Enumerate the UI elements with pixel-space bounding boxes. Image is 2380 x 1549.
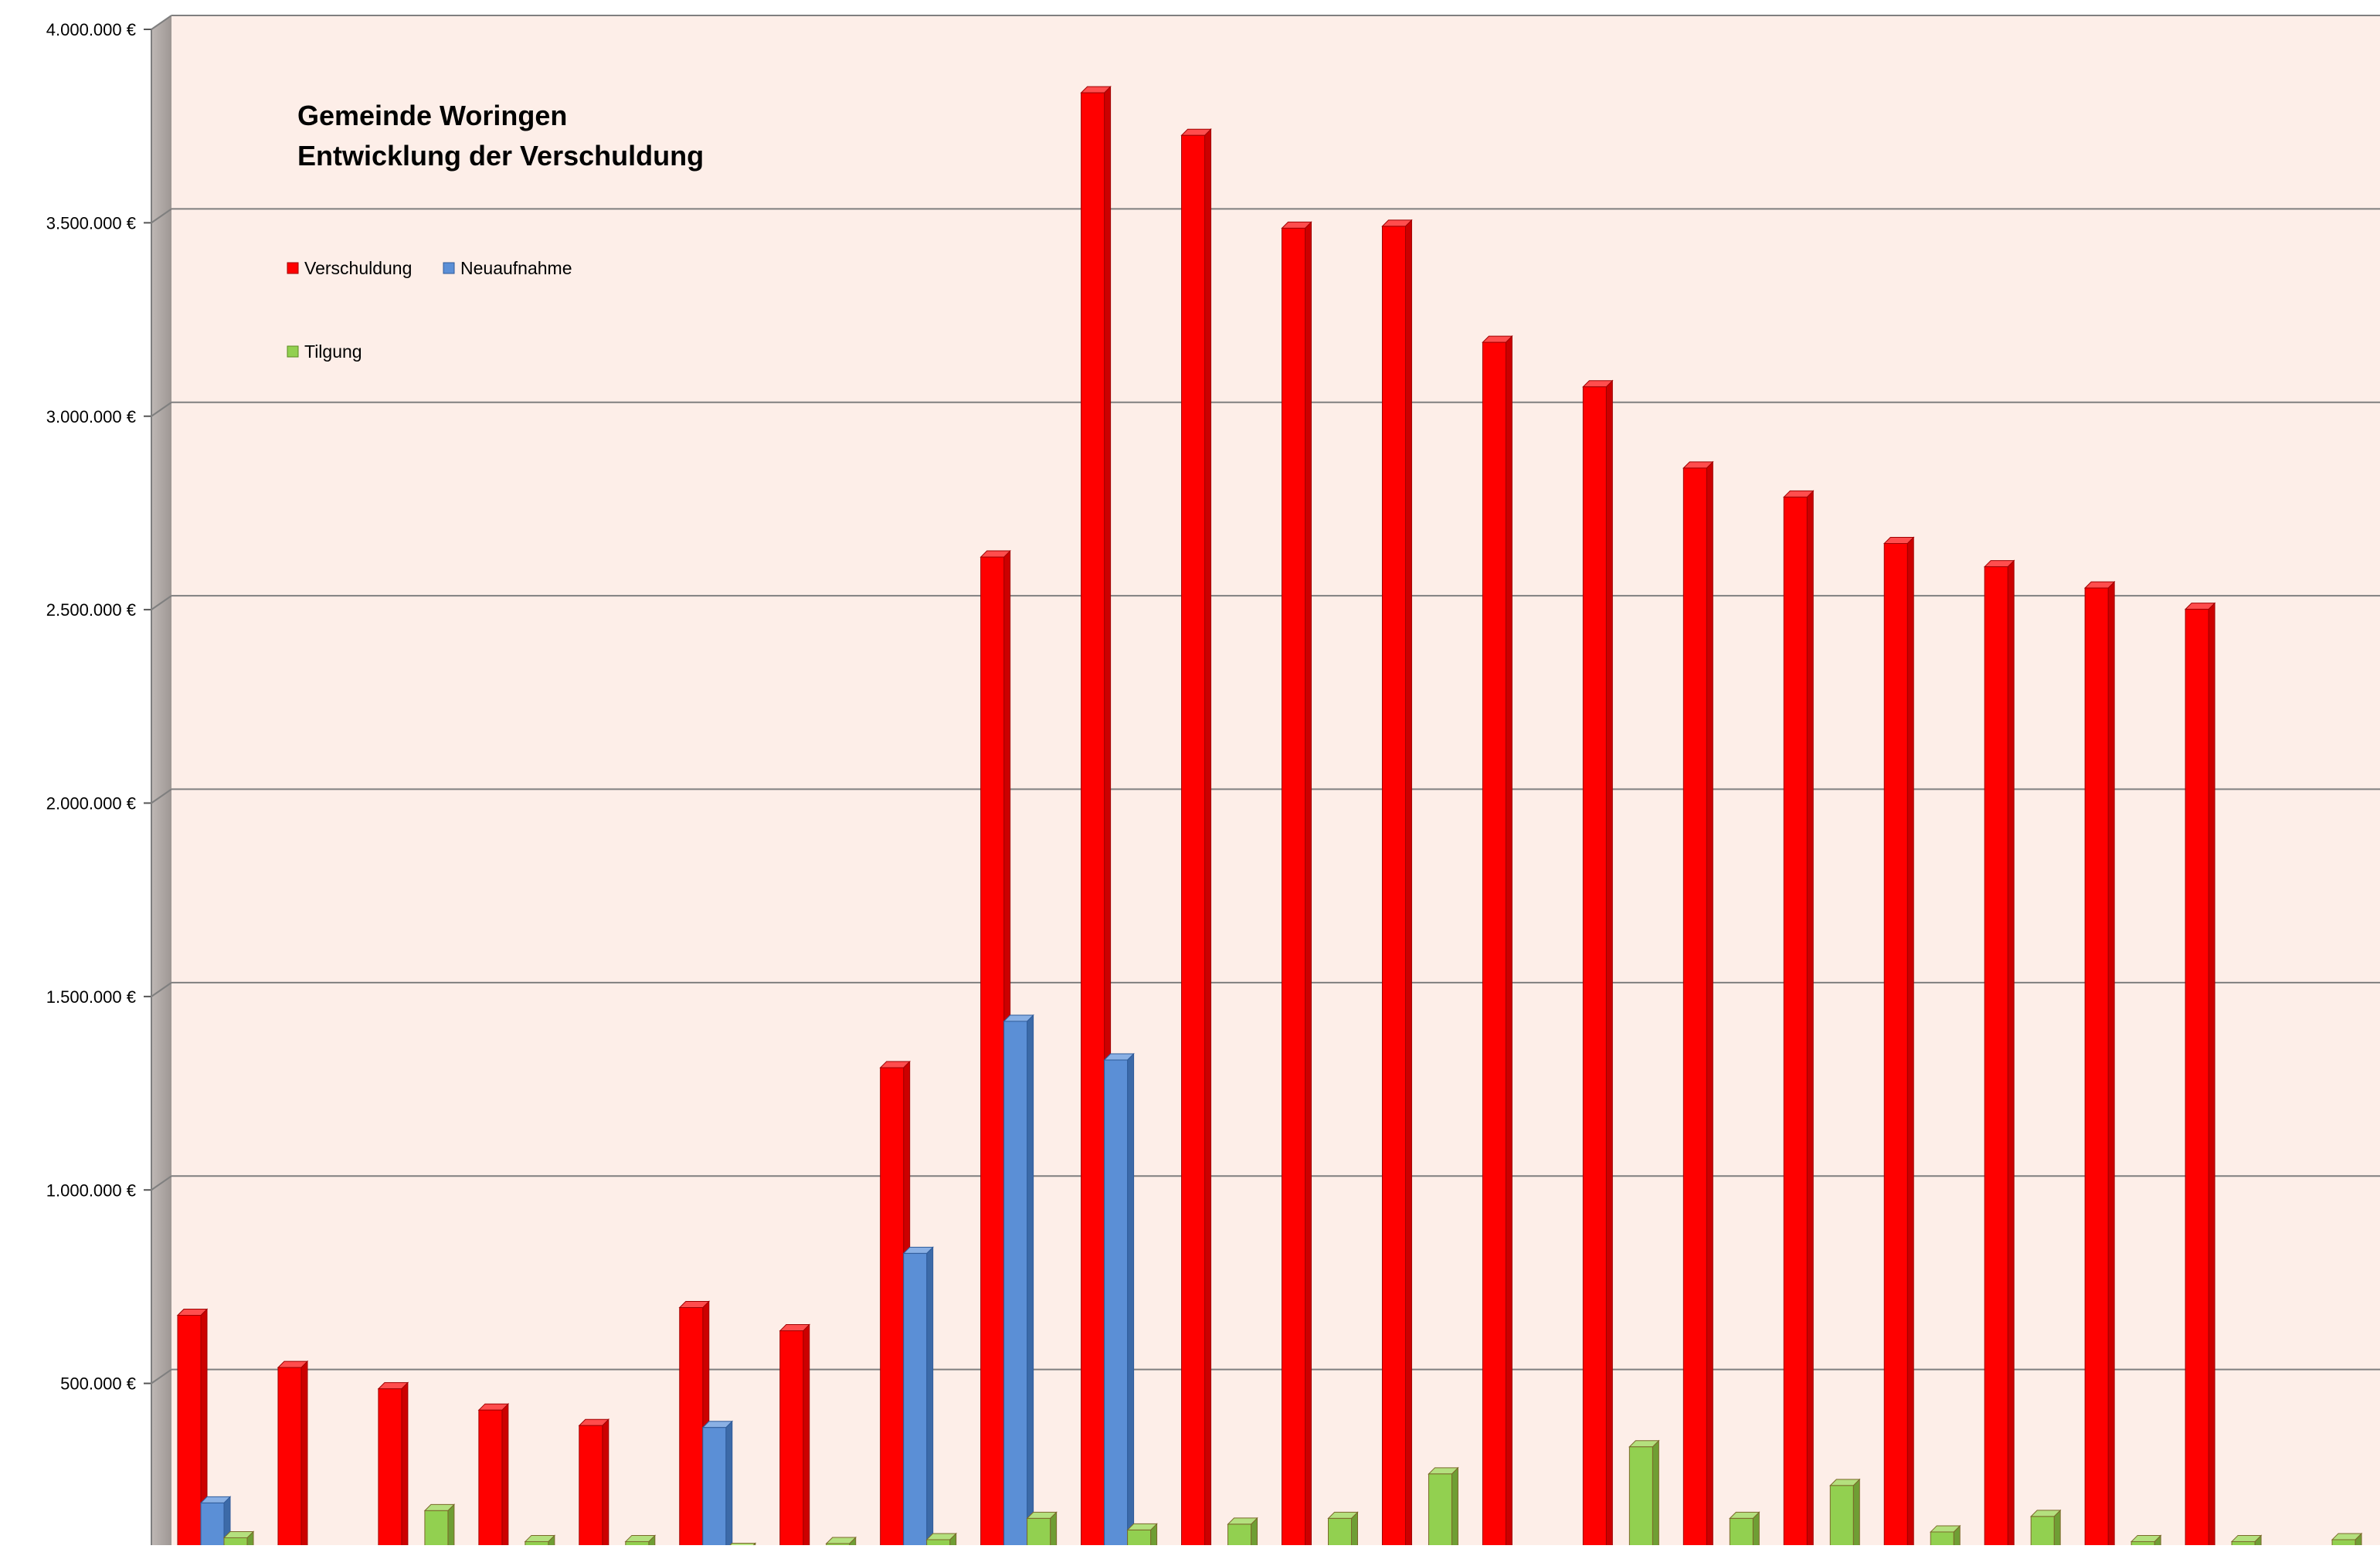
bar-tilgung: [624, 1534, 657, 1549]
chart-title: Gemeinde Woringen: [297, 100, 567, 131]
bar-tilgung: [1227, 1517, 1258, 1549]
y-tick-label: 3.000.000 €: [46, 407, 136, 426]
bar-verschuldung: [2083, 580, 2116, 1549]
plot-side-wall: [151, 15, 171, 1549]
legend-label-tilgung: Tilgung: [304, 341, 362, 362]
bar-verschuldung: [980, 549, 1011, 1549]
bar-verschuldung: [477, 1402, 510, 1549]
gridline-side: [151, 208, 172, 224]
bar-verschuldung: [1682, 460, 1714, 1549]
legend-swatch-verschuldung: [287, 262, 299, 274]
bar-verschuldung: [1582, 379, 1614, 1549]
y-tick-label: 500.000 €: [60, 1374, 136, 1394]
gridline-side: [151, 15, 172, 30]
y-tick-label: 2.000.000 €: [46, 794, 136, 814]
bar-verschuldung: [1883, 536, 1915, 1549]
gridline-side: [151, 788, 172, 804]
bar-tilgung: [1829, 1478, 1861, 1549]
gridline-side: [151, 982, 172, 997]
bar-verschuldung: [277, 1360, 309, 1549]
bar-verschuldung: [779, 1323, 810, 1549]
bar-neuaufnahme: [1103, 1052, 1135, 1549]
y-tick-label: 2.500.000 €: [46, 600, 136, 620]
bar-neuaufnahme: [1003, 1014, 1034, 1549]
bar-verschuldung: [1482, 335, 1513, 1549]
bar-verschuldung: [176, 1308, 209, 1549]
bar-verschuldung: [2184, 602, 2216, 1549]
bar-verschuldung: [1983, 559, 2015, 1549]
bar-tilgung: [1327, 1511, 1359, 1549]
bar-tilgung: [2331, 1532, 2363, 1549]
bar-tilgung: [222, 1530, 255, 1549]
bar-verschuldung: [1281, 221, 1312, 1549]
legend: Verschuldung Neuaufnahme Tilgung: [287, 258, 572, 362]
plot-back-wall: [171, 15, 2380, 1549]
bar-tilgung: [423, 1503, 456, 1549]
bar-tilgung: [524, 1534, 556, 1549]
legend-label-verschuldung: Verschuldung: [304, 258, 412, 278]
bar-tilgung: [1428, 1466, 1459, 1549]
legend-swatch-neuaufnahme: [443, 262, 455, 274]
legend-label-neuaufnahme: Neuaufnahme: [460, 258, 572, 278]
gridline-side: [151, 1175, 172, 1191]
bar-tilgung: [1930, 1524, 1961, 1549]
y-tick-label: 3.500.000 €: [46, 213, 136, 233]
bar-neuaufnahme: [701, 1420, 733, 1549]
chart-subtitle: Entwicklung der Verschuldung: [297, 140, 704, 172]
bar-tilgung: [2230, 1534, 2263, 1549]
bar-verschuldung: [1180, 128, 1212, 1549]
gridline-side: [151, 595, 172, 610]
bar-verschuldung: [377, 1381, 409, 1549]
y-tick-label: 1.000.000 €: [46, 1180, 136, 1200]
bar-tilgung: [2130, 1534, 2162, 1549]
legend-swatch-tilgung: [287, 345, 299, 358]
bar-tilgung: [1026, 1511, 1058, 1549]
gridline-side: [151, 1368, 172, 1384]
bar-neuaufnahme: [902, 1246, 934, 1549]
bar-tilgung: [1628, 1439, 1660, 1549]
y-tick-label: 1.500.000 €: [46, 987, 136, 1007]
bar-verschuldung: [1381, 219, 1413, 1549]
bar-tilgung: [2029, 1509, 2062, 1549]
bar-tilgung: [925, 1532, 957, 1549]
bar-verschuldung: [1783, 490, 1815, 1549]
bar-tilgung: [1729, 1511, 1760, 1549]
bar-verschuldung: [578, 1418, 610, 1549]
bar-tilgung: [1126, 1523, 1158, 1549]
gridline-side: [151, 401, 172, 417]
y-tick-label: 4.000.000 €: [46, 20, 136, 39]
